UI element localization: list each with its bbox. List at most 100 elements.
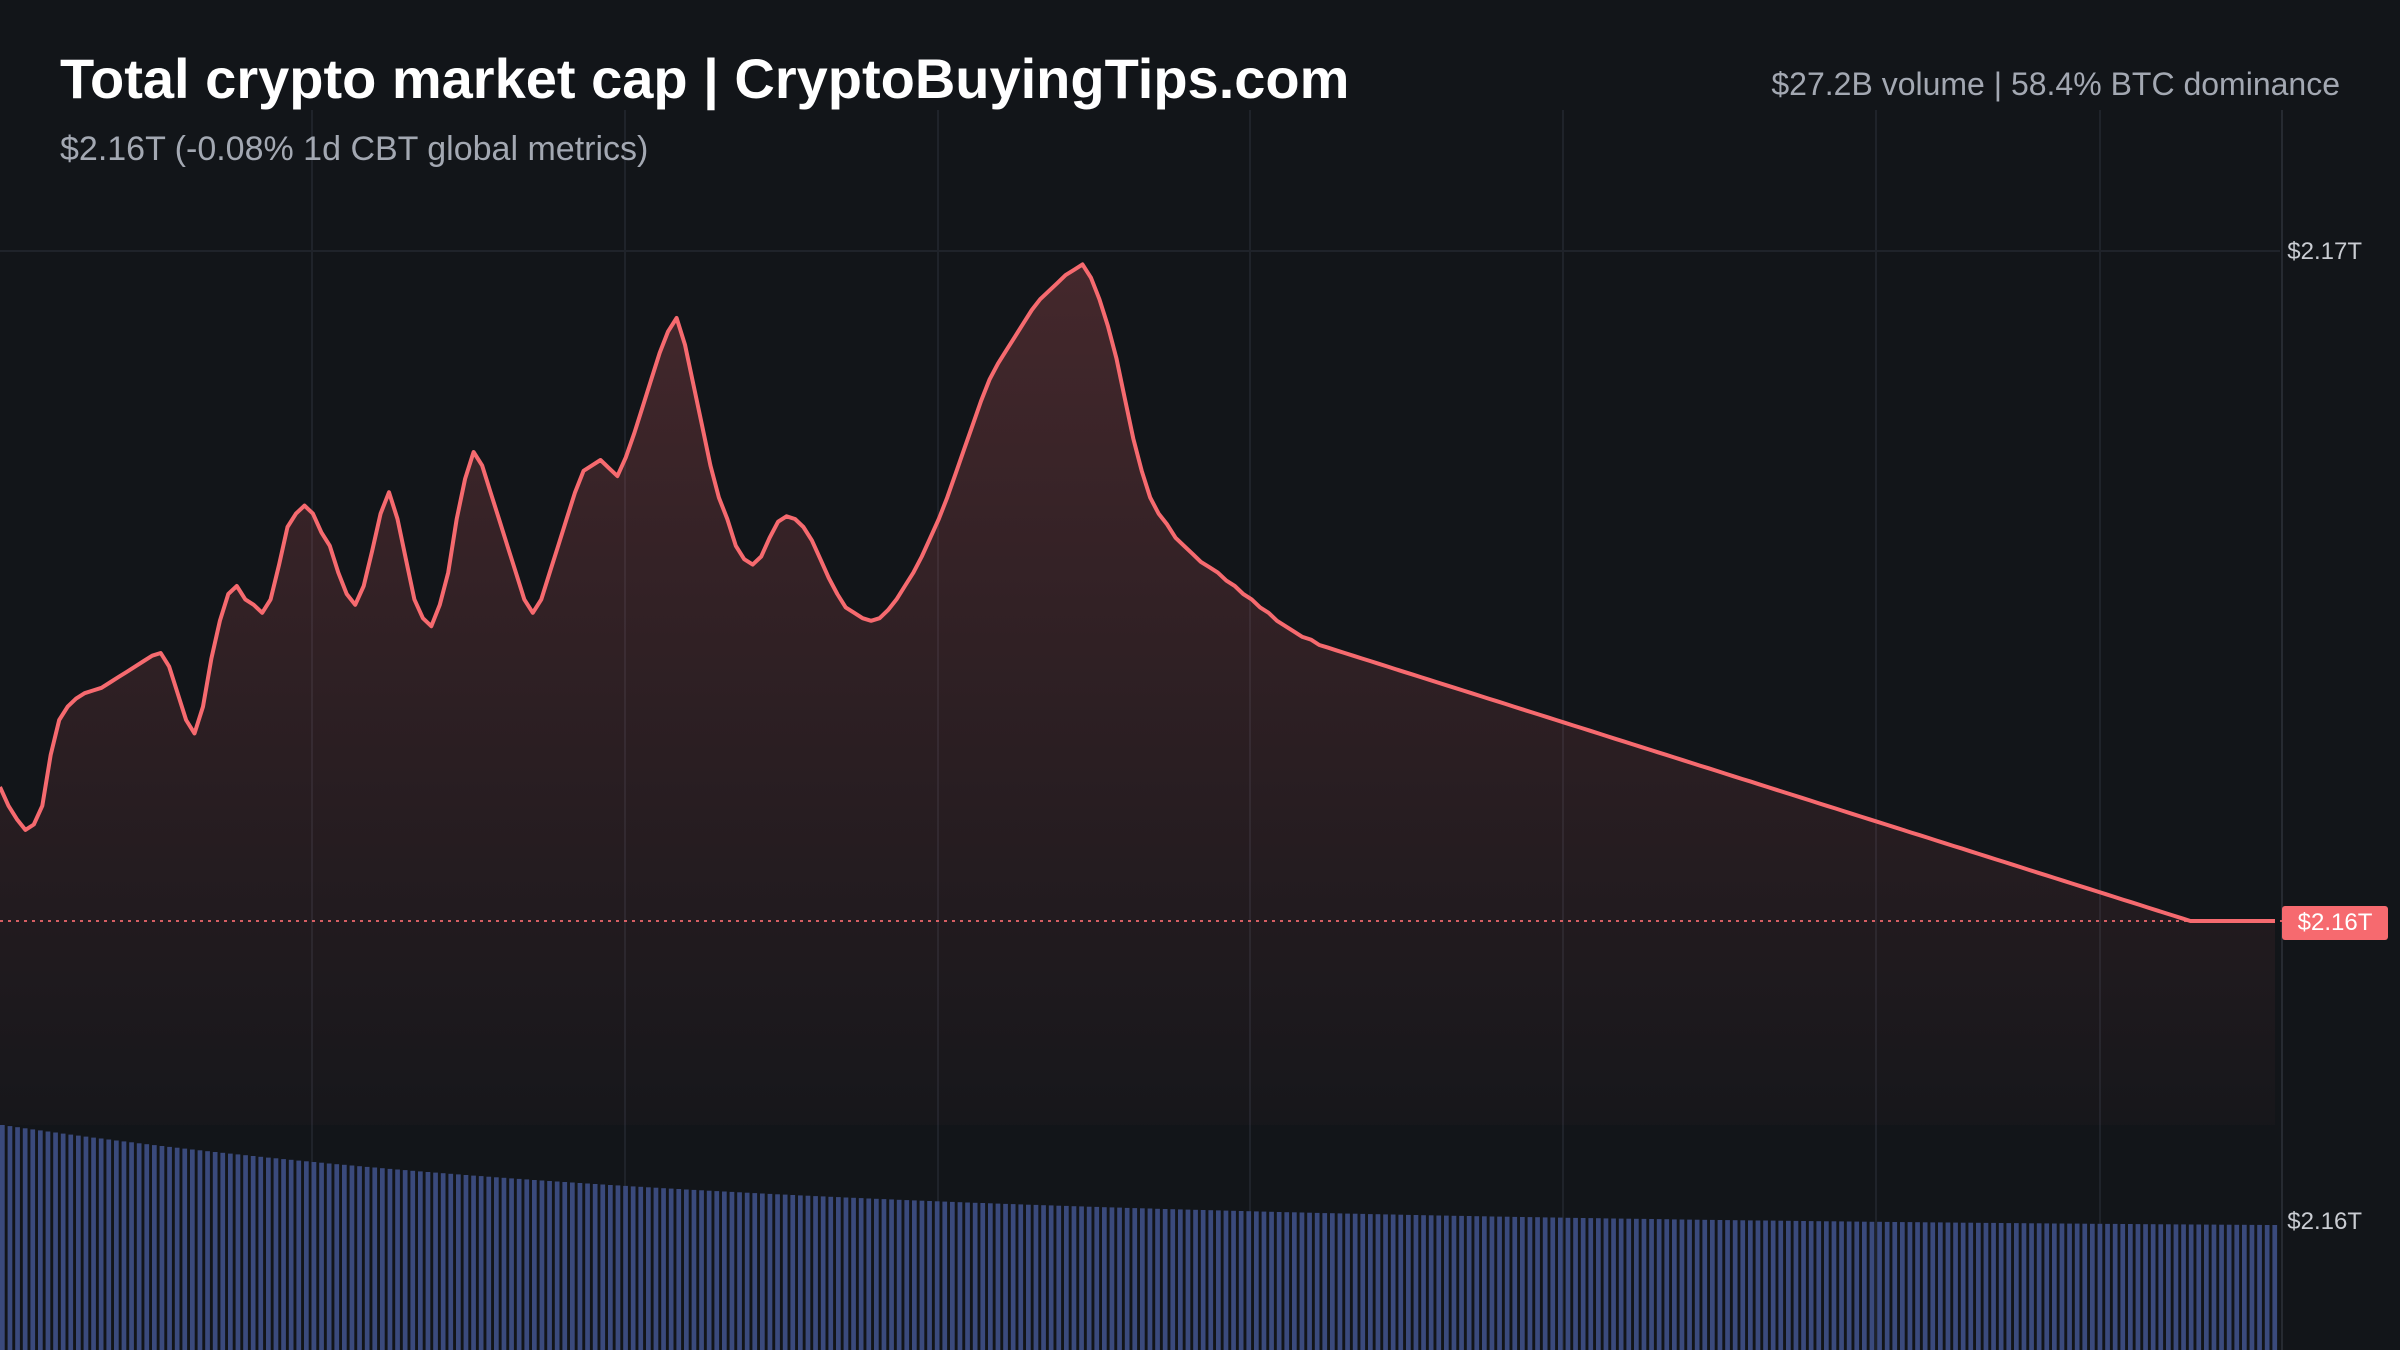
volume-bar bbox=[98, 1138, 104, 1350]
volume-bar bbox=[456, 1174, 461, 1350]
volume-bar bbox=[585, 1183, 590, 1350]
price-axis-top-label: $2.17T bbox=[2287, 238, 2362, 265]
volume-bar bbox=[775, 1194, 780, 1350]
volume-bar bbox=[1839, 1221, 1844, 1350]
volume-bar bbox=[1003, 1203, 1008, 1350]
volume-bar bbox=[2204, 1224, 2209, 1350]
volume-bar bbox=[410, 1170, 416, 1350]
volume-bar bbox=[326, 1163, 332, 1350]
volume-bar bbox=[1991, 1222, 1996, 1350]
volume-bar bbox=[418, 1171, 423, 1350]
volume-bar bbox=[1071, 1206, 1077, 1350]
volume-bar bbox=[342, 1164, 347, 1350]
volume-bar bbox=[980, 1203, 986, 1350]
volume-bar bbox=[1375, 1214, 1381, 1350]
volume-bar bbox=[1436, 1215, 1442, 1350]
volume-bar bbox=[250, 1156, 256, 1350]
volume-bar bbox=[532, 1180, 537, 1350]
volume-bar bbox=[129, 1142, 134, 1350]
volume-bar bbox=[1238, 1211, 1244, 1350]
volume-bar bbox=[1459, 1215, 1464, 1350]
current-price-badge: $2.16T bbox=[2282, 906, 2388, 940]
volume-bar bbox=[76, 1135, 81, 1350]
volume-bar bbox=[380, 1168, 385, 1350]
volume-bar bbox=[402, 1170, 408, 1350]
volume-bar bbox=[471, 1175, 476, 1350]
volume-bar bbox=[2052, 1223, 2057, 1350]
volume-bar bbox=[562, 1182, 568, 1350]
volume-bar bbox=[1846, 1221, 1852, 1350]
volume-bar bbox=[1109, 1207, 1115, 1350]
volume-bar bbox=[1679, 1219, 1685, 1350]
volume-bar bbox=[1930, 1222, 1936, 1350]
volume-bar bbox=[858, 1198, 864, 1350]
volume-bar bbox=[516, 1178, 522, 1350]
volume-bar bbox=[1018, 1204, 1024, 1350]
volume-bar bbox=[1542, 1217, 1548, 1350]
volume-bar bbox=[592, 1184, 598, 1350]
volume-bar bbox=[1413, 1215, 1419, 1350]
volume-bar bbox=[2135, 1224, 2141, 1350]
volume-bar bbox=[1710, 1219, 1715, 1350]
volume-bar bbox=[1634, 1218, 1639, 1350]
volume-bar bbox=[440, 1173, 446, 1350]
volume-bar bbox=[706, 1190, 712, 1350]
volume-bar bbox=[2090, 1223, 2095, 1350]
volume-bar bbox=[1504, 1216, 1510, 1350]
volume-bar bbox=[1702, 1219, 1708, 1350]
volume-bar bbox=[676, 1189, 682, 1350]
volume-bar bbox=[1352, 1213, 1358, 1350]
volume-bar bbox=[760, 1193, 765, 1350]
volume-bar bbox=[1383, 1214, 1388, 1350]
volume-bar bbox=[1254, 1211, 1259, 1350]
volume-bar bbox=[182, 1148, 188, 1350]
volume-bar bbox=[1915, 1222, 1920, 1350]
volume-bar bbox=[1162, 1209, 1168, 1350]
volume-bar bbox=[1117, 1207, 1122, 1350]
volume-bar bbox=[934, 1201, 940, 1350]
volume-bar bbox=[2272, 1225, 2278, 1350]
volume-bar bbox=[1314, 1212, 1320, 1350]
volume-bar bbox=[1200, 1210, 1206, 1350]
volume-bar bbox=[1626, 1218, 1632, 1350]
volume-bar bbox=[995, 1203, 1001, 1350]
volume-bar bbox=[0, 1125, 5, 1350]
volume-bar bbox=[1793, 1220, 1799, 1350]
volume-bar bbox=[1603, 1218, 1609, 1350]
volume-bar bbox=[2014, 1223, 2019, 1350]
volume-bar bbox=[836, 1197, 841, 1350]
volume-bar bbox=[1892, 1222, 1898, 1350]
volume-bar bbox=[501, 1177, 507, 1350]
volume-bar bbox=[874, 1198, 879, 1350]
volume-bar bbox=[950, 1201, 955, 1350]
volume-bar bbox=[433, 1172, 438, 1350]
volume-bar bbox=[691, 1189, 697, 1350]
volume-bar bbox=[1786, 1220, 1791, 1350]
volume-bar bbox=[266, 1157, 271, 1350]
volume-bar bbox=[638, 1186, 644, 1350]
volume-bar bbox=[1824, 1221, 1829, 1350]
volume-bar bbox=[2226, 1224, 2232, 1350]
volume-bar bbox=[1094, 1206, 1100, 1350]
volume-bar bbox=[2150, 1224, 2156, 1350]
volume-bar bbox=[22, 1128, 28, 1350]
volume-bar bbox=[174, 1147, 180, 1350]
volume-bar bbox=[1155, 1208, 1160, 1350]
volume-bar bbox=[866, 1198, 872, 1350]
volume-bar bbox=[1831, 1221, 1837, 1350]
volume-bar bbox=[2097, 1223, 2103, 1350]
volume-bar bbox=[357, 1166, 362, 1350]
volume-bar bbox=[942, 1201, 948, 1350]
volume-bar bbox=[729, 1191, 735, 1350]
volume-bar bbox=[813, 1196, 818, 1350]
volume-bar bbox=[1208, 1210, 1214, 1350]
volume-bar bbox=[2067, 1223, 2072, 1350]
volume-bar bbox=[1193, 1209, 1198, 1350]
volume-bar bbox=[843, 1197, 849, 1350]
volume-bar bbox=[334, 1164, 340, 1350]
volume-bar bbox=[1489, 1216, 1495, 1350]
volume-bar bbox=[1231, 1210, 1236, 1350]
volume-bar bbox=[1938, 1222, 1943, 1350]
volume-bar bbox=[661, 1188, 666, 1350]
volume-bar bbox=[228, 1153, 233, 1350]
